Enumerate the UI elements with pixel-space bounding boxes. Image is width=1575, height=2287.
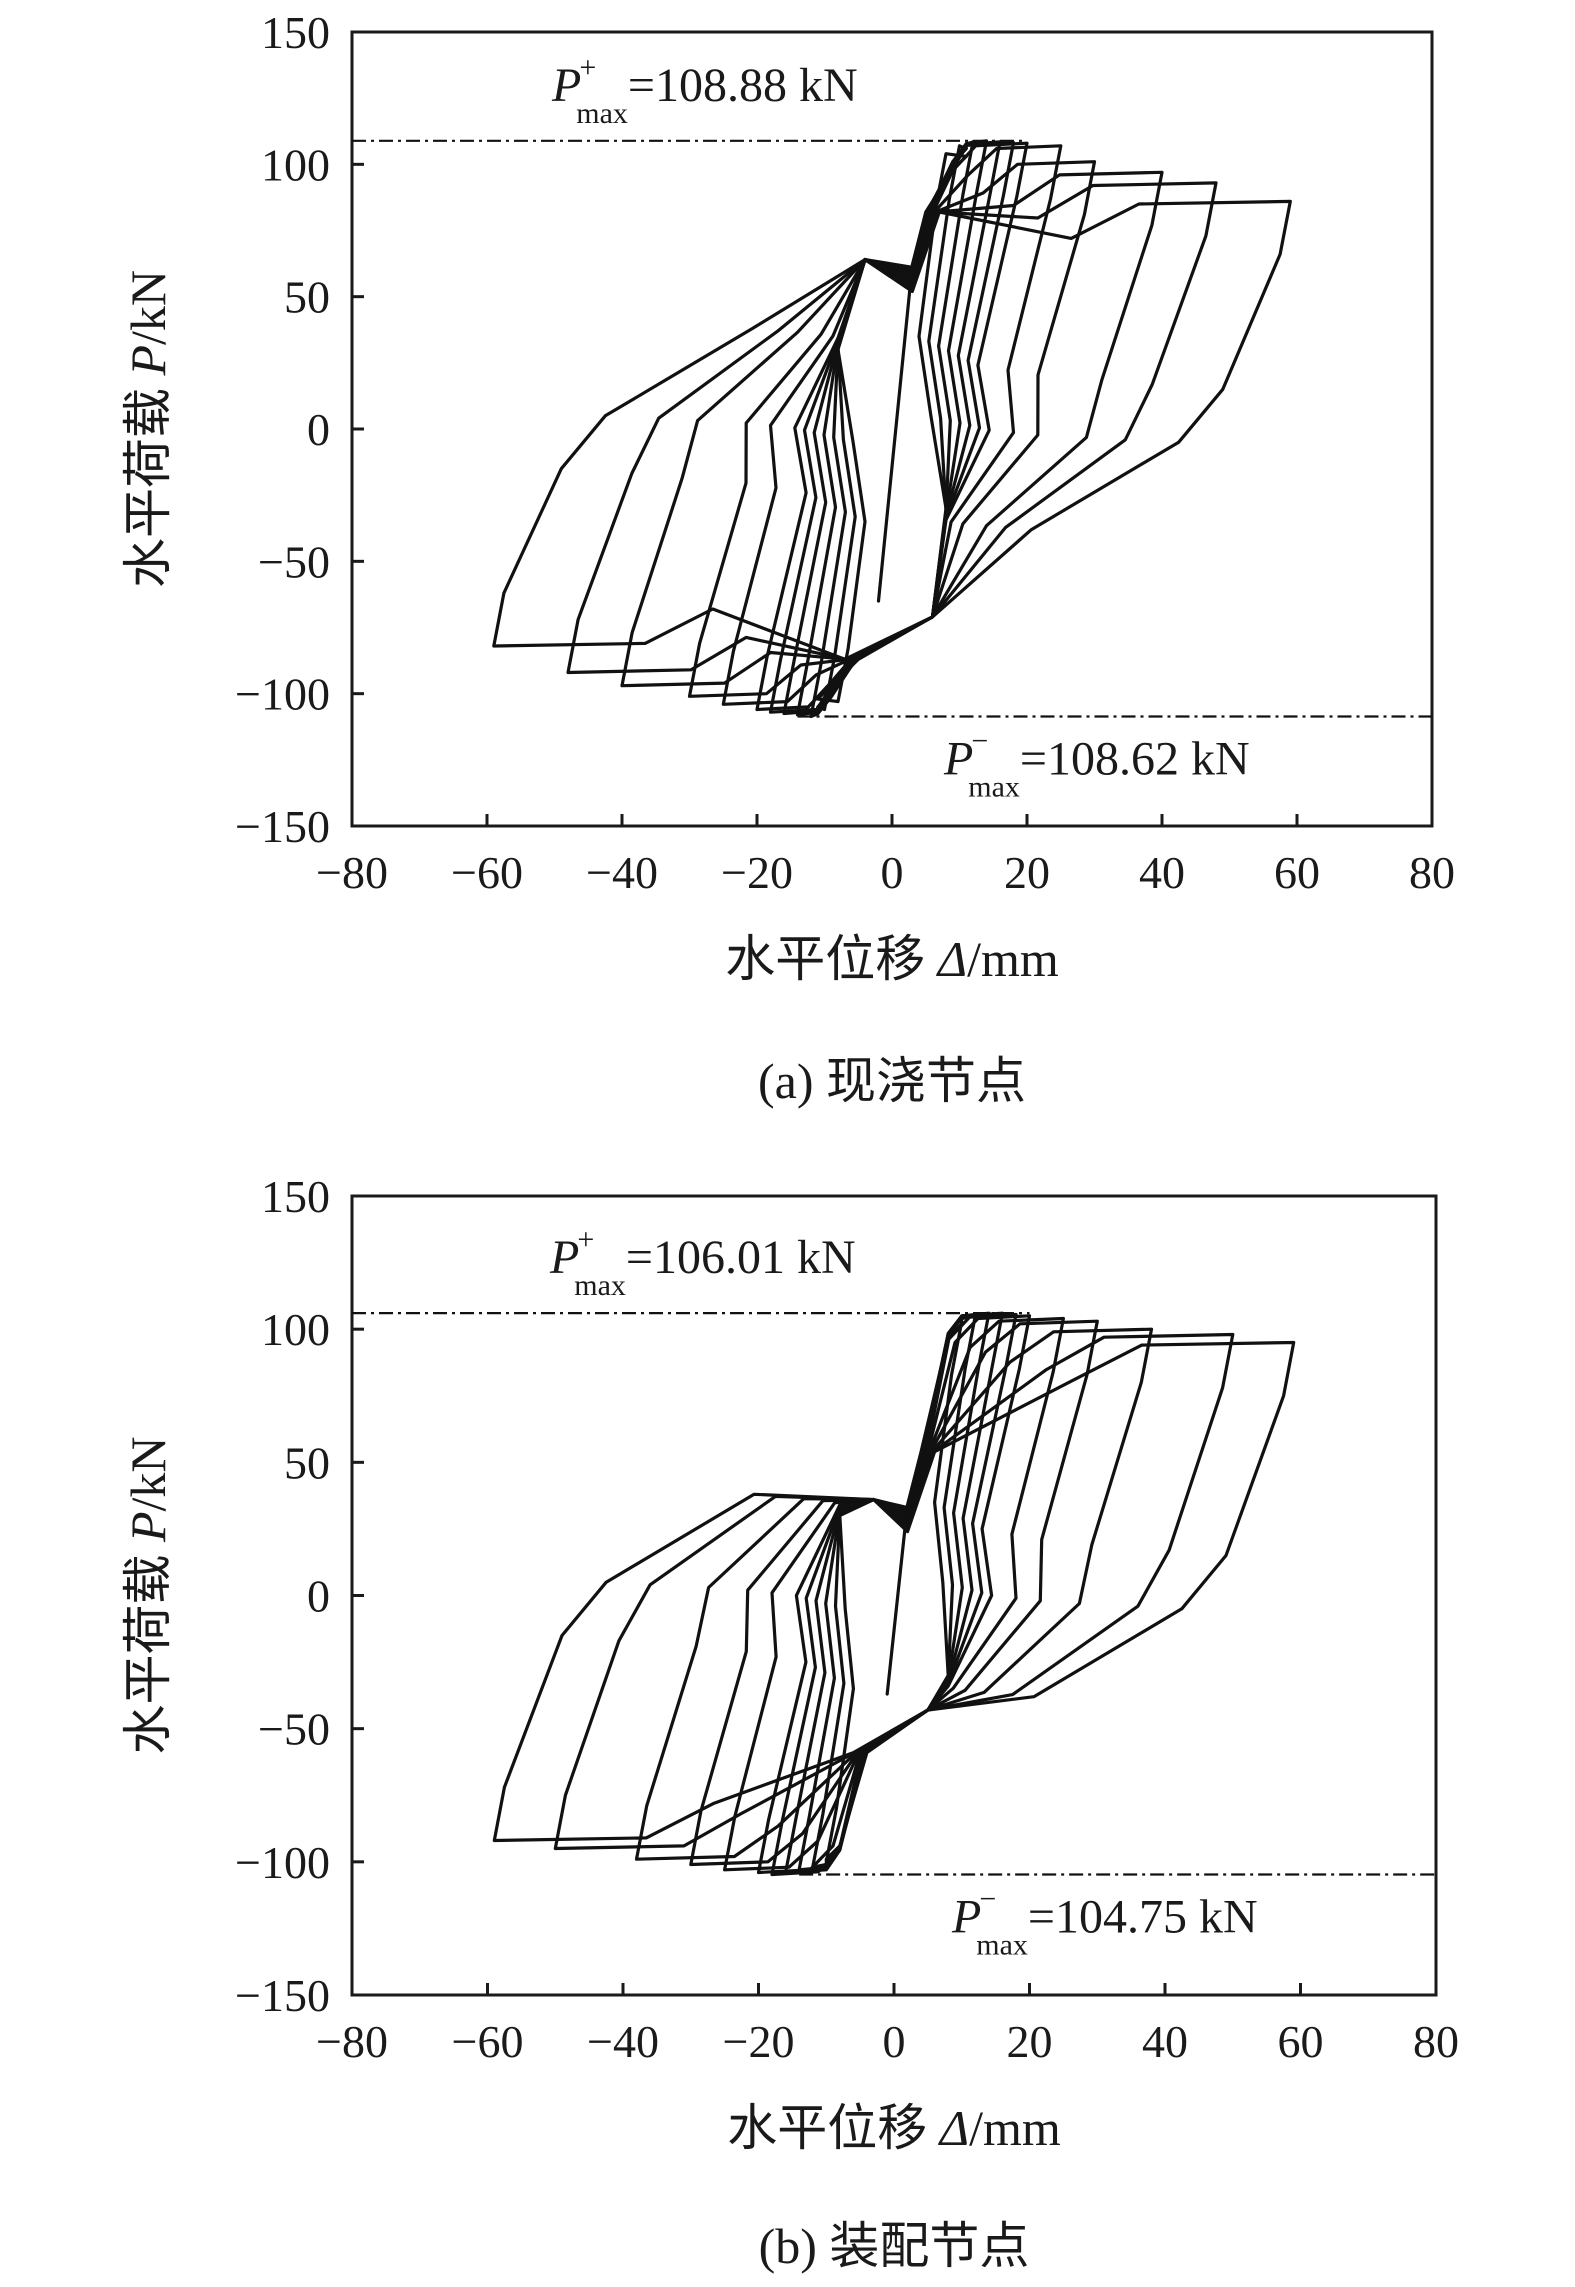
pmax-positive-annotation: P+ max=106.01 kN <box>549 1223 856 1302</box>
y-tick-label: −50 <box>258 1704 330 1755</box>
x-tick-labels: −80 −60 −40 −20 0 20 40 60 80 <box>316 2016 1459 2067</box>
hysteresis-loop-10 <box>553 1332 1235 1851</box>
x-tick-label: −20 <box>721 847 793 898</box>
chart-panel-b: −80 −60 −40 −20 0 20 40 60 80 −150 −100 −50 0 50 100 1… <box>120 1171 1459 2274</box>
y-tick-label: 0 <box>307 1571 330 1622</box>
x-tick-label: −40 <box>586 847 658 898</box>
pmax-sup: + <box>579 51 596 84</box>
pmax-sub: max <box>574 1269 626 1302</box>
x-axis-label: 水平位移 Δ/mm <box>725 931 1059 987</box>
y-tick-label: 150 <box>261 7 330 58</box>
x-tick-label: 0 <box>883 2016 906 2067</box>
x-tick-label: 40 <box>1139 847 1185 898</box>
pmax-negative-annotation: P− max=104.75 kN <box>951 1882 1258 1961</box>
pmax-symbol: P <box>549 1231 579 1284</box>
axis-ticks <box>350 30 1434 828</box>
x-tick-label: −80 <box>316 847 388 898</box>
y-tick-label: 0 <box>307 404 330 455</box>
pmax-positive-annotation: P+ max=108.88 kN <box>551 51 858 130</box>
pmax-symbol: P <box>551 59 581 112</box>
chart-panel-a: −80 −60 −40 −20 0 20 40 60 80 −150 −100 −50 0 50 100 1… <box>120 7 1455 1109</box>
x-tick-label: 60 <box>1274 847 1320 898</box>
x-tick-label: 60 <box>1278 2016 1324 2067</box>
hysteresis-loop-3 <box>809 140 975 719</box>
y-tick-label: 50 <box>284 272 330 323</box>
hysteresis-loop-6 <box>768 141 1016 714</box>
x-tick-label: −60 <box>451 847 523 898</box>
plot-frame <box>350 30 1434 828</box>
y-axis-label: 水平荷载 P/kN <box>120 270 176 588</box>
y-axis-label: 水平荷载 P/kN <box>120 1436 176 1754</box>
x-tick-label: 20 <box>1004 847 1050 898</box>
pmax-negative-annotation: P− max=108.62 kN <box>943 724 1250 803</box>
y-tick-labels: −150 −100 −50 0 50 100 150 <box>235 1171 330 2021</box>
hysteresis-loop-9 <box>687 160 1097 698</box>
hysteresis-loop-2 <box>816 144 968 712</box>
x-tick-label: 80 <box>1409 847 1455 898</box>
x-tick-label: −40 <box>587 2016 659 2067</box>
pmax-value: =106.01 kN <box>626 1231 856 1284</box>
hysteresis-loop-5 <box>782 140 1002 716</box>
x-tick-label: −80 <box>316 2016 388 2067</box>
pmax-symbol: P <box>951 1890 981 1943</box>
pmax-sub: max <box>968 770 1020 803</box>
hysteresis-loop-11 <box>492 1340 1296 1843</box>
y-tick-label: −100 <box>235 669 330 720</box>
x-tick-labels: −80 −60 −40 −20 0 20 40 60 80 <box>316 847 1455 898</box>
axis-ticks <box>350 1194 1438 1997</box>
hysteresis-loop-7 <box>723 1316 1065 1872</box>
hysteresis-loops <box>492 139 1292 719</box>
hysteresis-loop-11 <box>566 181 1218 675</box>
pmax-value: =104.75 kN <box>1028 1890 1258 1943</box>
pmax-value: =108.62 kN <box>1020 732 1250 785</box>
hysteresis-loop-9 <box>634 1327 1154 1861</box>
x-tick-label: 40 <box>1142 2016 1188 2067</box>
y-tick-label: −150 <box>235 801 330 852</box>
x-axis-label: 水平位移 Δ/mm <box>727 2100 1061 2156</box>
pmax-value: =108.88 kN <box>628 59 858 112</box>
x-tick-label: −60 <box>452 2016 524 2067</box>
pmax-sup: + <box>577 1223 594 1256</box>
panel-caption: (a) 现浇节点 <box>758 1053 1026 1109</box>
hysteresis-loop-12 <box>492 199 1292 661</box>
y-tick-label: −150 <box>235 1970 330 2021</box>
hysteresis-loop-8 <box>721 144 1063 706</box>
panel-caption: (b) 装配节点 <box>759 2218 1030 2274</box>
y-tick-labels: −150 −100 −50 0 50 100 150 <box>235 7 330 852</box>
y-tick-label: 100 <box>261 1304 330 1355</box>
x-tick-label: 0 <box>881 847 904 898</box>
hysteresis-loop-7 <box>755 141 1029 712</box>
pmax-sub: max <box>576 97 628 130</box>
hysteresis-loop-6 <box>756 1314 1032 1875</box>
y-tick-label: 150 <box>261 1171 330 1222</box>
pmax-sup: − <box>971 724 988 757</box>
y-tick-label: 50 <box>284 1437 330 1488</box>
y-tick-label: −50 <box>258 536 330 587</box>
hysteresis-loops <box>492 1311 1296 1877</box>
y-tick-label: 100 <box>261 139 330 190</box>
x-tick-label: 80 <box>1413 2016 1459 2067</box>
pmax-symbol: P <box>943 732 973 785</box>
pmax-sup: − <box>979 1882 996 1915</box>
y-tick-label: −100 <box>235 1837 330 1888</box>
x-tick-label: −20 <box>723 2016 795 2067</box>
pmax-sub: max <box>976 1928 1028 1961</box>
hysteresis-loop-10 <box>620 170 1164 688</box>
x-tick-label: 20 <box>1007 2016 1053 2067</box>
hysteresis-loop-8 <box>689 1319 1099 1867</box>
